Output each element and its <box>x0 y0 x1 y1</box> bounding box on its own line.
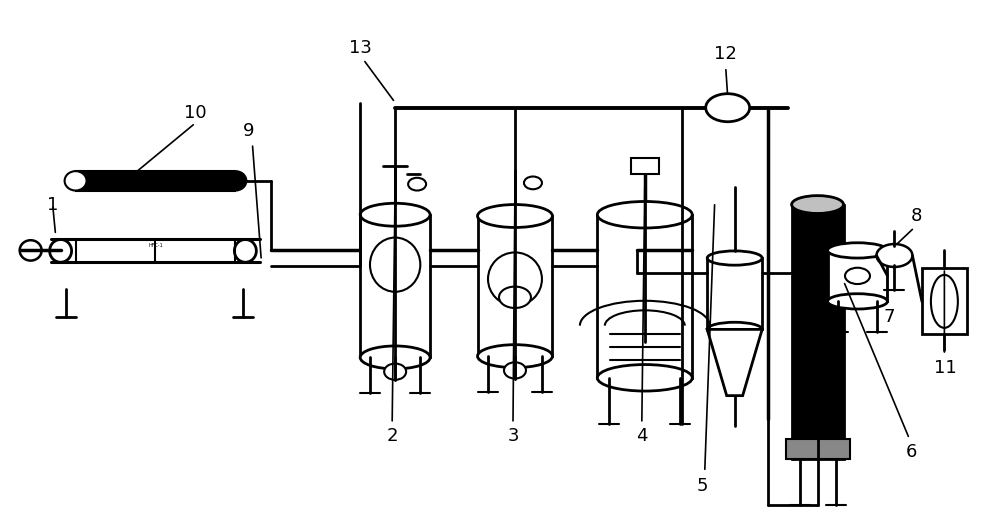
Text: 5: 5 <box>697 477 708 495</box>
Ellipse shape <box>488 252 542 306</box>
Ellipse shape <box>828 243 887 258</box>
Text: 2: 2 <box>386 427 398 446</box>
Ellipse shape <box>876 244 912 267</box>
Ellipse shape <box>478 204 552 227</box>
Bar <box>597 215 692 378</box>
Bar <box>707 258 762 330</box>
Ellipse shape <box>706 94 750 122</box>
Text: 1: 1 <box>47 196 58 214</box>
Bar <box>792 204 844 459</box>
Ellipse shape <box>597 364 692 391</box>
Bar <box>76 171 235 191</box>
Ellipse shape <box>845 268 870 284</box>
Ellipse shape <box>20 240 42 261</box>
Text: 4: 4 <box>636 427 648 446</box>
Text: 12: 12 <box>714 45 737 63</box>
Bar <box>631 158 659 174</box>
Ellipse shape <box>499 287 531 308</box>
Bar <box>61 240 245 262</box>
Ellipse shape <box>384 363 406 380</box>
Ellipse shape <box>50 240 72 262</box>
Ellipse shape <box>707 322 762 337</box>
Ellipse shape <box>408 178 426 191</box>
Text: 6: 6 <box>906 443 917 461</box>
Ellipse shape <box>707 251 762 265</box>
Text: 9: 9 <box>243 122 254 140</box>
Polygon shape <box>707 330 762 396</box>
Ellipse shape <box>524 176 542 189</box>
Ellipse shape <box>597 201 692 228</box>
Ellipse shape <box>370 238 420 292</box>
Bar <box>786 439 850 459</box>
Ellipse shape <box>360 203 430 226</box>
Text: 13: 13 <box>349 38 372 57</box>
Text: 10: 10 <box>184 104 207 122</box>
Bar <box>478 216 552 356</box>
Bar <box>922 268 967 335</box>
Ellipse shape <box>234 240 256 262</box>
Text: 3: 3 <box>507 427 519 446</box>
Ellipse shape <box>828 294 887 309</box>
Ellipse shape <box>224 171 246 191</box>
Text: 8: 8 <box>911 207 922 225</box>
Text: HFC-1: HFC-1 <box>148 243 163 248</box>
Ellipse shape <box>792 196 844 214</box>
Ellipse shape <box>360 346 430 369</box>
Ellipse shape <box>65 171 87 191</box>
Text: 7: 7 <box>884 308 895 326</box>
Text: 11: 11 <box>934 359 957 377</box>
Ellipse shape <box>504 362 526 379</box>
Bar <box>360 215 430 357</box>
Bar <box>828 250 887 301</box>
Ellipse shape <box>478 345 552 367</box>
